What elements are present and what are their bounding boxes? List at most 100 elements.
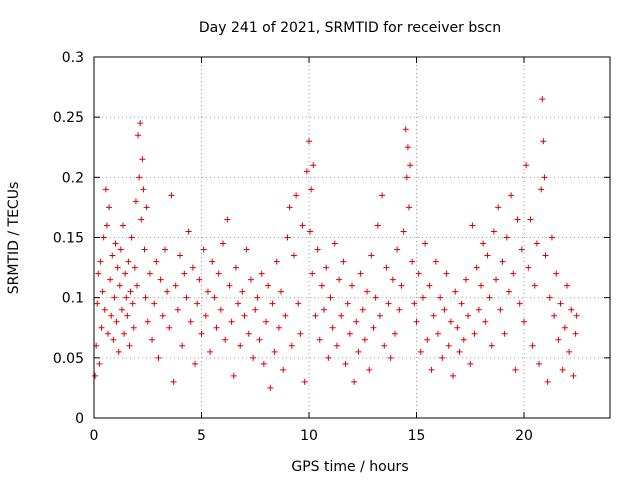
- y-tick-label: 0.25: [53, 110, 84, 126]
- data-point: [204, 288, 211, 295]
- data-point: [521, 318, 527, 325]
- y-axis-label: SRMTID / TECUs: [6, 182, 22, 295]
- data-point: [333, 342, 340, 349]
- data-point: [155, 354, 162, 361]
- data-point: [153, 258, 160, 265]
- data-point: [111, 294, 118, 301]
- data-point: [166, 324, 173, 331]
- data-point: [192, 360, 199, 367]
- data-point: [181, 270, 188, 277]
- data-point: [140, 186, 147, 193]
- data-point: [293, 192, 300, 199]
- x-tick-label: 10: [300, 428, 318, 444]
- data-point: [97, 258, 104, 265]
- data-point: [561, 324, 568, 331]
- y-tick-label: 0.15: [53, 231, 84, 247]
- data-point: [566, 348, 573, 355]
- data-point: [523, 162, 530, 169]
- data-point: [413, 318, 420, 325]
- data-point: [497, 306, 504, 313]
- x-axis-ticks: 0 5 10 15 20: [90, 57, 533, 444]
- data-point: [130, 324, 137, 331]
- data-point: [573, 312, 580, 319]
- data-point: [383, 264, 390, 271]
- data-point: [536, 360, 543, 367]
- data-point: [172, 282, 179, 289]
- data-point: [146, 270, 153, 277]
- data-point: [232, 264, 239, 271]
- data-point: [564, 282, 570, 289]
- data-point: [314, 246, 321, 253]
- data-point: [194, 300, 201, 307]
- y-tick-label: 0.05: [53, 351, 84, 367]
- data-point: [183, 294, 190, 301]
- data-point: [110, 336, 117, 343]
- data-point: [426, 282, 433, 289]
- data-point: [98, 324, 105, 331]
- data-point: [122, 270, 129, 277]
- data-point: [551, 312, 558, 319]
- data-point: [124, 312, 131, 319]
- data-point: [329, 324, 336, 331]
- data-point: [544, 378, 551, 385]
- data-point: [217, 306, 224, 313]
- data-point: [115, 348, 122, 355]
- data-point: [318, 282, 325, 289]
- data-point: [338, 312, 345, 319]
- data-point: [389, 276, 396, 283]
- data-point: [501, 330, 508, 337]
- data-point: [385, 300, 392, 307]
- data-point: [460, 336, 467, 343]
- data-point: [273, 258, 280, 265]
- data-point: [239, 288, 246, 295]
- data-point: [164, 288, 171, 295]
- data-point: [516, 300, 523, 307]
- y-axis-ticks: 0 0.05 0.1 0.15 0.2 0.25 0.3: [53, 50, 610, 427]
- data-point: [113, 318, 120, 325]
- data-point: [541, 174, 548, 181]
- data-point: [357, 270, 364, 277]
- data-point: [101, 306, 108, 313]
- data-point: [424, 336, 431, 343]
- data-point: [237, 342, 244, 349]
- data-point: [213, 324, 220, 331]
- data-point: [230, 372, 237, 379]
- data-point: [342, 360, 349, 367]
- y-tick-label: 0.3: [62, 50, 84, 66]
- data-point: [462, 276, 469, 283]
- data-point: [209, 258, 216, 265]
- data-point: [265, 282, 272, 289]
- data-point: [228, 318, 235, 325]
- data-point: [245, 330, 252, 337]
- data-point: [484, 252, 491, 259]
- chart-title: Day 241 of 2021, SRMTID for receiver bsc…: [199, 20, 501, 36]
- data-point: [475, 306, 482, 313]
- data-point: [174, 306, 181, 313]
- data-point: [432, 258, 439, 265]
- data-point: [92, 372, 99, 379]
- data-point: [151, 300, 158, 307]
- data-point: [398, 282, 405, 289]
- data-point: [531, 282, 538, 289]
- data-point: [400, 228, 407, 235]
- data-point: [572, 330, 579, 337]
- data-point: [452, 288, 459, 295]
- data-point: [207, 348, 214, 355]
- data-point: [568, 306, 575, 313]
- data-point: [405, 204, 412, 211]
- data-point: [170, 378, 177, 385]
- data-point: [553, 270, 560, 277]
- data-point: [402, 126, 409, 133]
- data-point: [542, 252, 549, 259]
- data-point: [108, 312, 115, 319]
- data-point: [137, 120, 144, 127]
- data-point: [142, 294, 149, 301]
- data-point: [247, 276, 254, 283]
- data-point: [527, 216, 534, 223]
- data-point: [570, 372, 577, 379]
- data-point: [260, 360, 267, 367]
- data-point: [189, 264, 196, 271]
- data-point: [114, 264, 121, 271]
- data-point: [252, 306, 259, 313]
